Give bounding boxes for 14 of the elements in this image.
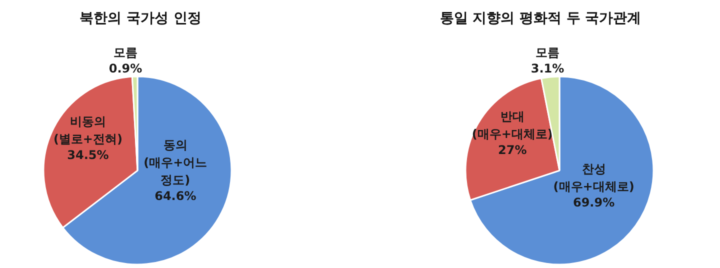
data-label: 27% [498,143,527,158]
slice-label: 모름 [536,46,560,60]
slice-label: 모름 [114,46,138,60]
slice-label: 반대 (매우+대체로) [472,110,553,142]
slice-label: 찬성 (매우+대체로) [553,162,634,194]
data-label: 3.1% [530,62,564,76]
slice-label: 비동의 (별로+전혀) [53,114,122,146]
data-label: 64.6% [154,189,196,204]
data-label: 0.9% [108,62,142,76]
slice-label: 동의 (매우+어느 정도) [144,138,208,188]
data-label: 34.5% [67,148,109,162]
data-label: 69.9% [572,195,615,210]
chart-title: 통일 지향의 평화적 두 국가관계 [440,10,642,26]
chart-title: 북한의 국가성 인정 [80,10,202,26]
